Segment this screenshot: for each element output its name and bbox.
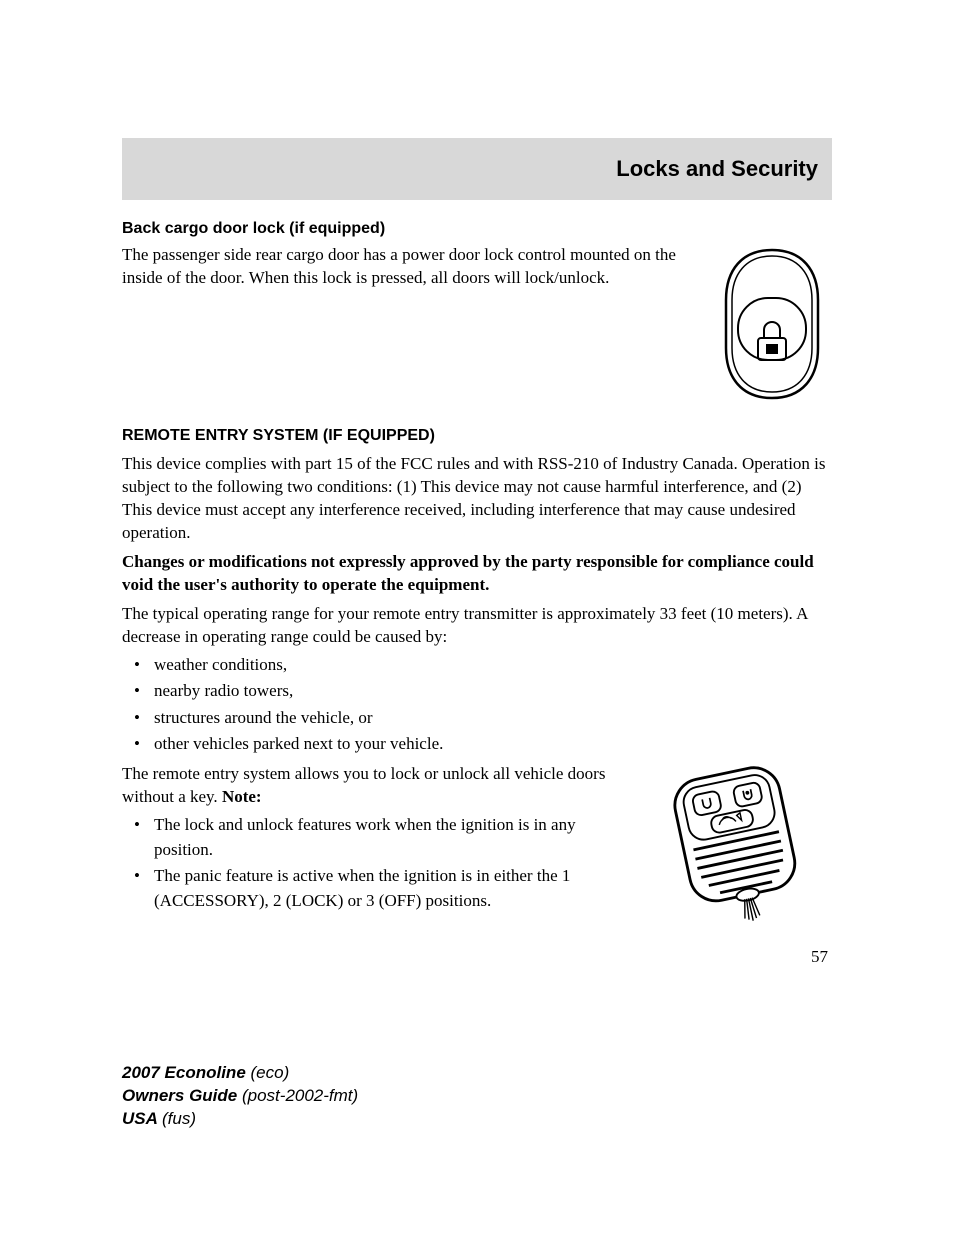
section2-bold-note: Changes or modifications not expressly a… <box>122 551 832 597</box>
bullets-features: The lock and unlock features work when t… <box>122 813 622 914</box>
section2-p1: This device complies with part 15 of the… <box>122 453 832 545</box>
header-bar: Locks and Security <box>122 138 832 200</box>
list-item: weather conditions, <box>140 653 832 678</box>
footer-line-3: USA (fus) <box>122 1108 358 1131</box>
footer-line-1: 2007 Econoline (eco) <box>122 1062 358 1085</box>
list-item: The lock and unlock features work when t… <box>140 813 622 862</box>
keyfob-illustration <box>642 763 832 935</box>
bullets-range: weather conditions, nearby radio towers,… <box>122 653 832 758</box>
keyfob-icon <box>642 759 832 930</box>
section2-p2: The typical operating range for your rem… <box>122 603 832 649</box>
list-item: other vehicles parked next to your vehic… <box>140 732 832 757</box>
note-label: Note: <box>222 787 262 806</box>
page-content: Locks and Security Back cargo door lock … <box>0 0 954 967</box>
section2-p3: The remote entry system allows you to lo… <box>122 763 622 809</box>
section-cargo-lock: Back cargo door lock (if equipped) The p… <box>122 220 832 409</box>
section1-paragraph: The passenger side rear cargo door has a… <box>122 244 692 290</box>
p3-text: The remote entry system allows you to lo… <box>122 764 605 806</box>
section-remote-entry: REMOTE ENTRY SYSTEM (IF EQUIPPED) This d… <box>122 427 832 935</box>
section2-heading: REMOTE ENTRY SYSTEM (IF EQUIPPED) <box>122 427 832 445</box>
door-lock-illustration <box>712 244 832 409</box>
section-heading: Back cargo door lock (if equipped) <box>122 220 832 238</box>
list-item: The panic feature is active when the ign… <box>140 864 622 913</box>
page-number: 57 <box>122 947 832 967</box>
footer-line-2: Owners Guide (post-2002-fmt) <box>122 1085 358 1108</box>
door-lock-icon <box>712 244 832 404</box>
footer: 2007 Econoline (eco) Owners Guide (post-… <box>122 1062 358 1131</box>
header-title: Locks and Security <box>616 156 818 182</box>
list-item: structures around the vehicle, or <box>140 706 832 731</box>
list-item: nearby radio towers, <box>140 679 832 704</box>
